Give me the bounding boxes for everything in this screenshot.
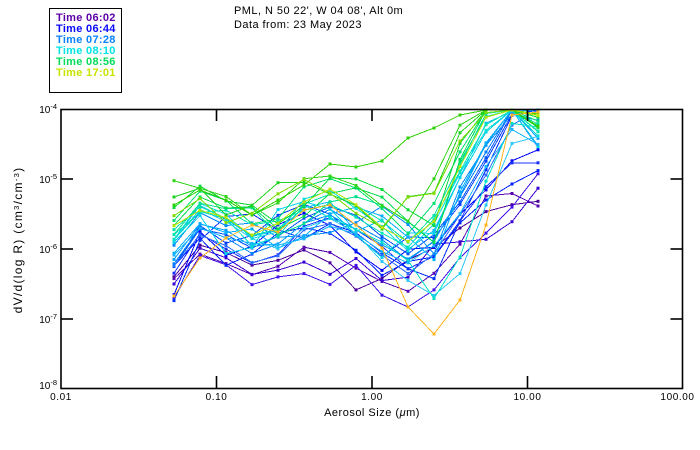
svg-text:dV/d(log R) (cm3/cm-3): dV/d(log R) (cm3/cm-3) [11, 167, 25, 314]
svg-text:10-6: 10-6 [39, 242, 57, 256]
svg-text:Aerosol Size (μm): Aerosol Size (μm) [324, 407, 420, 419]
svg-text:0.01: 0.01 [50, 392, 72, 403]
svg-text:10-8: 10-8 [39, 378, 57, 392]
svg-text:1.00: 1.00 [361, 392, 383, 403]
svg-text:100.00: 100.00 [660, 392, 694, 403]
svg-text:10-5: 10-5 [39, 172, 57, 186]
svg-text:10-4: 10-4 [39, 102, 57, 116]
svg-text:10.00: 10.00 [513, 392, 541, 403]
svg-text:0.10: 0.10 [206, 392, 228, 403]
svg-text:10-7: 10-7 [39, 312, 57, 326]
